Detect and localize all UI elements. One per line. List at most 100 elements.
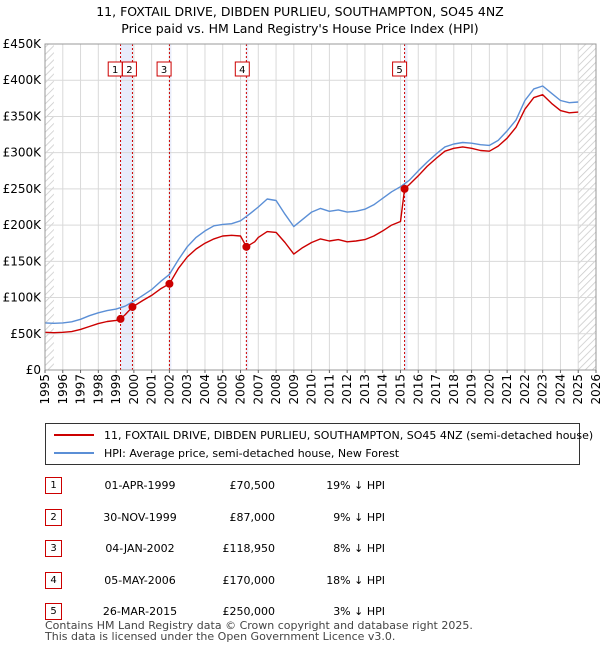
x-tick-label: 2026 — [589, 374, 600, 405]
transaction-price: £250,000 — [222, 605, 276, 619]
x-tick-label: 2000 — [127, 374, 141, 405]
sale-point — [400, 184, 409, 193]
legend: 11, FOXTAIL DRIVE, DIBDEN PURLIEU, SOUTH… — [45, 423, 593, 465]
x-tick-label: 2008 — [269, 374, 283, 405]
hatched-range — [45, 44, 54, 370]
legend-swatch-property — [54, 434, 94, 436]
transaction-price: £87,000 — [229, 510, 276, 524]
transaction-price: £70,500 — [229, 479, 276, 493]
x-tick-label: 2002 — [162, 374, 176, 405]
x-tick-label: 2011 — [322, 374, 336, 405]
hatched-range — [578, 44, 596, 370]
x-tick-label: 1998 — [91, 374, 105, 405]
sale-marker-box — [234, 61, 250, 77]
sale-shaded-span — [404, 44, 408, 370]
y-tick-label: £400K — [3, 73, 43, 87]
y-tick-label: £150K — [3, 254, 43, 268]
transaction-price: £118,950 — [222, 542, 276, 556]
hpi-series-line — [44, 85, 579, 324]
x-tick-label: 2010 — [305, 374, 319, 405]
table-row: 5 26-MAR-2015 £250,000 3% ↓ HPI — [35, 596, 385, 628]
x-tick-label: 2013 — [358, 374, 372, 405]
x-tick-label: 2012 — [340, 374, 354, 405]
sale-marker-label: 5 — [396, 65, 402, 76]
y-tick-label: £100K — [3, 291, 43, 305]
transaction-date: 04-JAN-2002 — [105, 542, 175, 556]
x-tick-label: 2007 — [251, 374, 265, 405]
transaction-hpi-diff: 3% ↓ HPI — [333, 605, 385, 619]
footer-copyright: Contains HM Land Registry data © Crown c… — [45, 619, 473, 632]
x-tick-label: 2009 — [287, 374, 301, 405]
legend-swatch-hpi — [54, 452, 94, 454]
sale-shaded-span — [120, 44, 133, 370]
x-tick-label: 2006 — [234, 374, 248, 405]
table-row: 3 04-JAN-2002 £118,950 8% ↓ HPI — [35, 533, 385, 565]
transaction-date: 05-MAY-2006 — [104, 573, 176, 587]
x-tick-label: 2021 — [500, 374, 514, 405]
sale-shaded-span — [169, 44, 172, 370]
sale-point — [116, 314, 125, 323]
sale-point — [165, 279, 174, 288]
x-tick-label: 2024 — [553, 374, 567, 405]
y-tick-label: £200K — [3, 218, 43, 232]
transaction-number: 1 — [45, 477, 62, 495]
transaction-number: 5 — [45, 603, 62, 621]
sale-marker-box — [121, 61, 137, 77]
footer: Contains HM Land Registry data © Crown c… — [45, 620, 473, 642]
sale-shaded-span — [246, 44, 249, 370]
transaction-number: 3 — [45, 540, 62, 558]
x-tick-label: 2025 — [571, 374, 585, 405]
y-tick-label: £250K — [3, 182, 43, 196]
table-row: 2 30-NOV-1999 £87,000 9% ↓ HPI — [35, 502, 385, 534]
transaction-hpi-diff: 18% ↓ HPI — [326, 573, 385, 587]
legend-label-property: 11, FOXTAIL DRIVE, DIBDEN PURLIEU, SOUTH… — [104, 428, 594, 442]
x-tick-label: 2001 — [145, 374, 159, 405]
legend-item-property: 11, FOXTAIL DRIVE, DIBDEN PURLIEU, SOUTH… — [54, 427, 593, 443]
chart-title: 11, FOXTAIL DRIVE, DIBDEN PURLIEU, SOUTH… — [96, 4, 504, 19]
sale-marker-label: 4 — [239, 65, 245, 76]
y-tick-label: £350K — [3, 109, 43, 123]
sale-marker-box — [156, 61, 172, 77]
sale-marker-label: 3 — [161, 65, 167, 76]
x-tick-label: 1995 — [38, 374, 52, 405]
transaction-date: 30-NOV-1999 — [103, 510, 177, 524]
sale-point — [242, 242, 251, 251]
y-tick-label: £300K — [3, 146, 43, 160]
x-tick-label: 2018 — [447, 374, 461, 405]
legend-item-hpi: HPI: Average price, semi-detached house,… — [54, 445, 399, 461]
x-tick-label: 2014 — [376, 374, 390, 405]
x-tick-label: 2016 — [411, 374, 425, 405]
x-tick-label: 2022 — [518, 374, 532, 405]
transaction-number: 4 — [45, 571, 62, 589]
transaction-hpi-diff: 19% ↓ HPI — [326, 479, 385, 493]
legend-label-hpi: HPI: Average price, semi-detached house,… — [104, 446, 400, 460]
sale-marker-label: 1 — [112, 65, 118, 76]
x-tick-label: 2003 — [180, 374, 194, 405]
x-tick-label: 2005 — [216, 374, 230, 405]
x-tick-label: 2023 — [536, 374, 550, 405]
property-series-line — [44, 94, 579, 334]
transaction-number: 2 — [45, 508, 62, 526]
sale-marker-label: 2 — [126, 65, 132, 76]
footer-licence: This data is licensed under the Open Gov… — [45, 630, 396, 643]
table-row: 1 01-APR-1999 £70,500 19% ↓ HPI — [35, 470, 385, 502]
x-tick-label: 2020 — [482, 374, 496, 405]
table-row: 4 05-MAY-2006 £170,000 18% ↓ HPI — [35, 565, 385, 597]
x-tick-label: 2017 — [429, 374, 443, 405]
x-tick-label: 1996 — [56, 374, 70, 405]
plot-frame — [44, 43, 597, 371]
x-tick-label: 2004 — [198, 374, 212, 405]
x-tick-label: 2015 — [393, 374, 407, 405]
transaction-hpi-diff: 8% ↓ HPI — [333, 542, 385, 556]
y-tick-label: £450K — [3, 37, 43, 51]
sale-marker-box — [392, 61, 408, 77]
x-tick-label: 1999 — [109, 374, 123, 405]
transaction-date: 26-MAR-2015 — [102, 605, 178, 619]
transaction-price: £170,000 — [222, 573, 276, 587]
x-tick-label: 2019 — [465, 374, 479, 405]
transaction-hpi-diff: 9% ↓ HPI — [333, 510, 385, 524]
transaction-date: 01-APR-1999 — [104, 479, 176, 493]
y-tick-label: £50K — [10, 327, 42, 341]
sale-point — [128, 302, 137, 311]
